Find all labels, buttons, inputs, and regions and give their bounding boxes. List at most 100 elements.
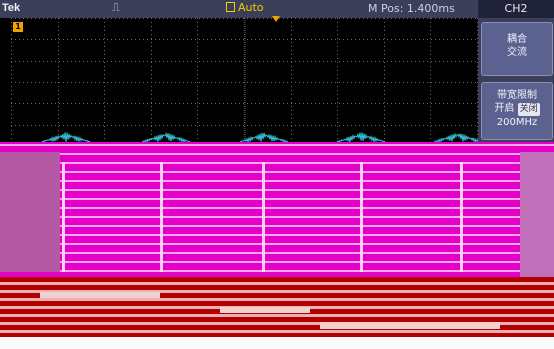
grid-dot — [339, 125, 340, 126]
grid-dot — [423, 18, 424, 19]
grid-dot — [391, 82, 392, 83]
grid-dot — [395, 103, 396, 104]
grid-dot — [375, 39, 376, 40]
grid-dot — [430, 38, 431, 39]
grid-dot — [430, 90, 431, 91]
grid-dot — [83, 125, 84, 126]
coupling-button[interactable]: 耦合 交流 — [481, 22, 553, 76]
grid-dot — [291, 78, 292, 79]
grid-dot — [355, 125, 356, 126]
grid-dot — [219, 103, 220, 104]
grid-dot — [107, 39, 108, 40]
grid-dot — [31, 39, 32, 40]
grid-dot — [411, 61, 412, 62]
grid-dot — [211, 82, 212, 83]
grid-dot — [343, 18, 344, 19]
grid-dot — [384, 18, 385, 19]
grid-dot — [99, 61, 100, 62]
grid-dot — [379, 103, 380, 104]
grid-dot — [463, 61, 464, 62]
grid-dot — [337, 130, 338, 131]
grid-dot — [151, 138, 152, 139]
grid-dot — [197, 58, 198, 59]
grid-dot — [183, 39, 184, 40]
grid-dot — [27, 103, 28, 104]
grid-dot — [430, 66, 431, 67]
grid-dot — [384, 34, 385, 35]
grid-dot — [384, 58, 385, 59]
grid-dot — [387, 103, 388, 104]
grid-dot — [95, 39, 96, 40]
grid-dot — [337, 26, 338, 27]
glitch-block — [0, 270, 554, 272]
grid-dot — [430, 78, 431, 79]
grid-dot — [337, 118, 338, 119]
grid-dot — [231, 18, 232, 19]
grid-dot — [183, 125, 184, 126]
grid-dot — [463, 103, 464, 104]
bandwidth-limit-button[interactable]: 带宽限制 开启 关闭 200MHz — [481, 82, 553, 140]
grid-dot — [303, 82, 304, 83]
grid-dot — [231, 125, 232, 126]
grid-dot — [351, 103, 352, 104]
grid-dot — [477, 118, 478, 119]
grid-dot — [243, 125, 244, 126]
grid-dot — [15, 39, 16, 40]
grid-dot — [259, 18, 260, 19]
grid-dot — [311, 103, 312, 104]
grid-dot — [115, 18, 116, 19]
grid-dot — [99, 39, 100, 40]
grid-dot — [231, 39, 232, 40]
grid-dot — [11, 90, 12, 91]
grid-dot — [335, 39, 336, 40]
grid-dot — [403, 125, 404, 126]
grid-dot — [91, 103, 92, 104]
glitch-block — [0, 282, 554, 285]
grid-dot — [467, 61, 468, 62]
grid-dot — [463, 82, 464, 83]
grid-dot — [399, 103, 400, 104]
grid-dot — [197, 86, 198, 87]
grid-dot — [235, 61, 236, 62]
grid-dot — [343, 103, 344, 104]
grid-dot — [323, 61, 324, 62]
grid-dot — [197, 54, 198, 55]
grid-dot — [337, 110, 338, 111]
grid-dot — [151, 90, 152, 91]
grid-dot — [11, 50, 12, 51]
grid-dot — [477, 46, 478, 47]
grid-dot — [430, 30, 431, 31]
grid-dot — [384, 66, 385, 67]
grid-dot — [151, 106, 152, 107]
grid-dot — [339, 103, 340, 104]
trigger-position-marker — [272, 16, 280, 22]
grid-dot — [443, 103, 444, 104]
grid-dot — [131, 39, 132, 40]
grid-dot — [115, 125, 116, 126]
grid-dot — [179, 125, 180, 126]
grid-dot — [23, 103, 24, 104]
grid-dot — [403, 39, 404, 40]
grid-dot — [415, 125, 416, 126]
grid-dot — [291, 66, 292, 67]
grid-dot — [323, 39, 324, 40]
grid-dot — [291, 62, 292, 63]
grid-dot — [337, 134, 338, 135]
grid-dot — [435, 125, 436, 126]
grid-dot — [319, 39, 320, 40]
grid-dot — [67, 39, 68, 40]
grid-dot — [87, 82, 88, 83]
grid-dot — [123, 103, 124, 104]
grid-dot — [291, 82, 292, 83]
grid-dot — [35, 103, 36, 104]
grid-dot — [115, 103, 116, 104]
grid-dot — [337, 106, 338, 107]
grid-dot — [363, 18, 364, 19]
grid-dot — [379, 18, 380, 19]
grid-dot — [255, 103, 256, 104]
grid-dot — [275, 61, 276, 62]
grid-dot — [259, 39, 260, 40]
grid-dot — [439, 39, 440, 40]
grid-dot — [447, 18, 448, 19]
grid-dot — [58, 66, 59, 67]
